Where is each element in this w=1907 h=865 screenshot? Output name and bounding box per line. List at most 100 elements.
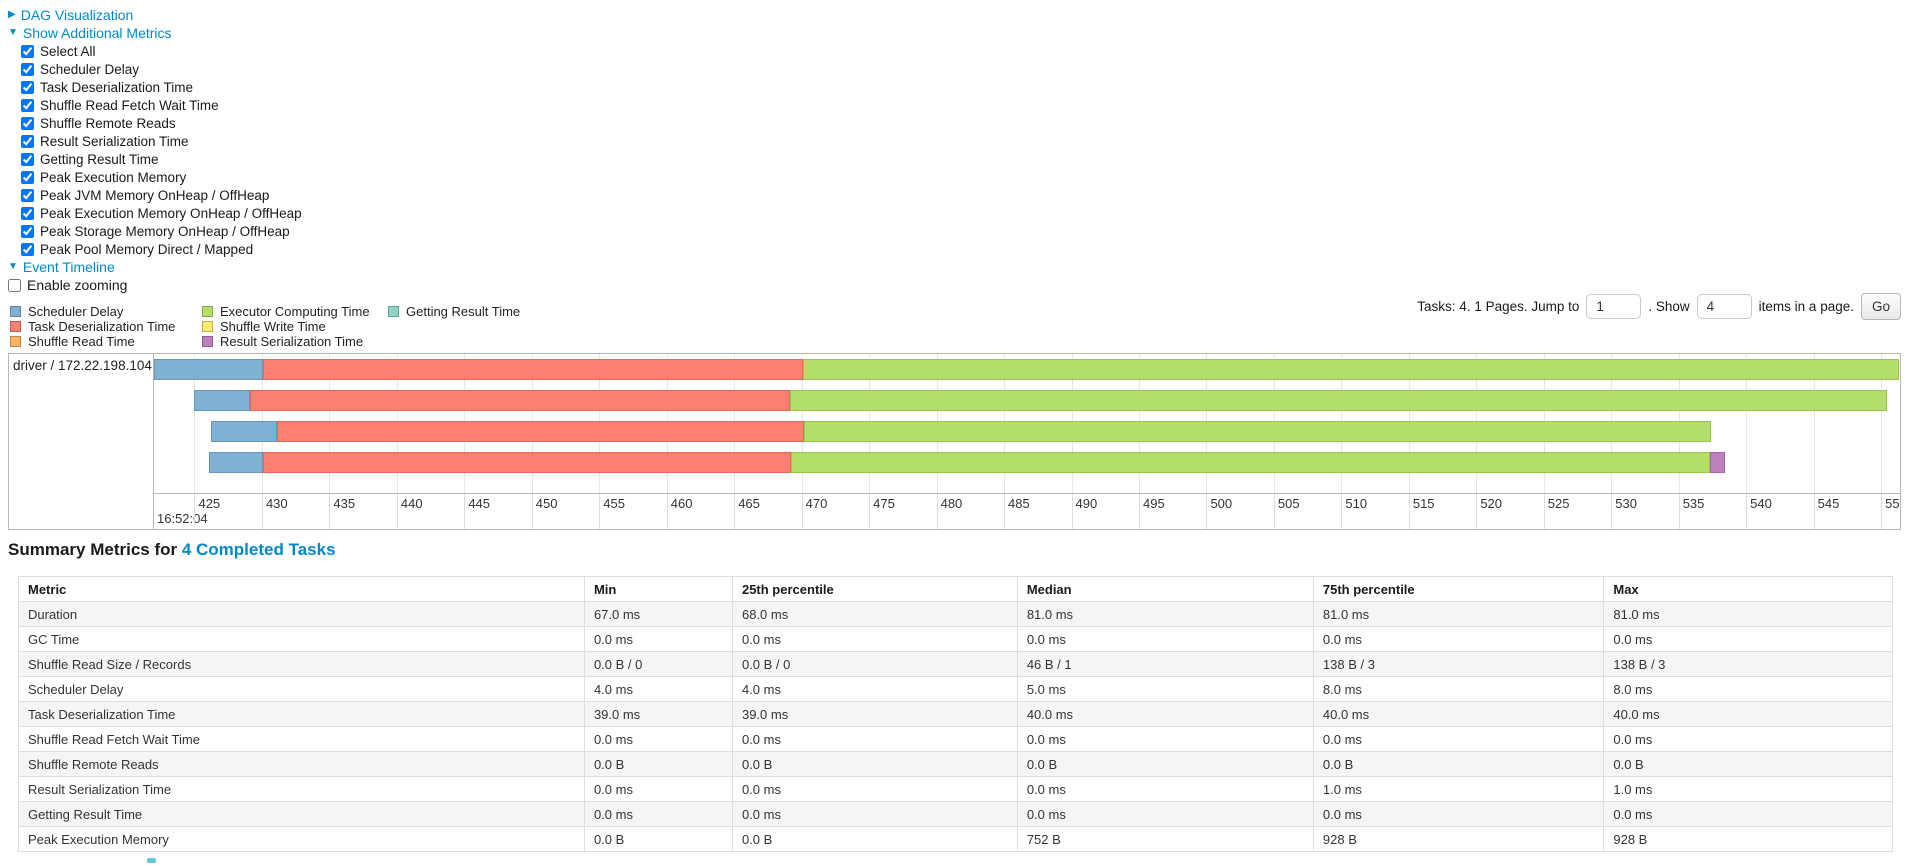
axis-tick-label: 525 bbox=[1547, 496, 1570, 511]
metric-checkbox-label: Select All bbox=[40, 43, 96, 59]
axis-tick-label: 485 bbox=[1008, 496, 1030, 511]
axis-tick-label: 465 bbox=[738, 496, 760, 511]
axis-tick-label: 425 bbox=[198, 496, 221, 511]
metric-value-cell: 0.0 ms bbox=[731, 626, 1018, 652]
timeline-bar-segment-task-deserialization[interactable] bbox=[276, 421, 805, 442]
metric-checkbox[interactable] bbox=[21, 98, 34, 112]
timeline-bar-segment-task-deserialization[interactable] bbox=[249, 390, 790, 411]
metric-value-cell: 0.0 ms bbox=[1312, 726, 1605, 752]
show-additional-metrics-toggle[interactable]: ▼ Show Additional Metrics bbox=[8, 24, 1907, 42]
timeline-bar-segment-scheduler-delay[interactable] bbox=[194, 390, 250, 411]
metric-value-cell: 0.0 ms bbox=[731, 776, 1018, 802]
metric-checkbox-label: Peak Storage Memory OnHeap / OffHeap bbox=[40, 223, 290, 239]
metric-value-cell: 68.0 ms bbox=[731, 601, 1018, 627]
metric-checkbox[interactable] bbox=[21, 44, 34, 58]
metric-value-cell: 138 B / 3 bbox=[1603, 651, 1893, 677]
metric-checkbox[interactable] bbox=[21, 134, 34, 148]
timeline-bar-segment-executor-computing[interactable] bbox=[790, 452, 1710, 473]
metric-checkbox-row: Select All bbox=[21, 42, 1907, 60]
go-button[interactable]: Go bbox=[1860, 293, 1901, 320]
metric-value-cell: 0.0 ms bbox=[1603, 726, 1893, 752]
column-header: 75th percentile bbox=[1312, 576, 1605, 602]
metrics-checkbox-list: Select All Scheduler Delay Task Deserializ… bbox=[21, 42, 1907, 258]
axis-gridline bbox=[1746, 494, 1748, 529]
event-timeline-toggle[interactable]: ▼ Event Timeline bbox=[8, 258, 1907, 276]
axis-tick-label: 450 bbox=[535, 496, 558, 511]
axis-gridline bbox=[801, 494, 803, 529]
legend-swatch-icon bbox=[388, 306, 399, 317]
tasks-count-text: Tasks: 4. 1 Pages. Jump to bbox=[1417, 299, 1580, 314]
metric-value-cell: 46 B / 1 bbox=[1016, 651, 1314, 677]
metric-name-cell: GC Time bbox=[18, 626, 585, 652]
table-row: Peak Execution Memory 0.0 B 0.0 B 752 B 928 … bbox=[18, 826, 1893, 852]
axis-gridline bbox=[194, 494, 196, 529]
metric-checkbox-row: Peak Execution Memory bbox=[21, 168, 1907, 186]
metric-value-cell: 0.0 ms bbox=[583, 801, 733, 827]
axis-tick-label: 455 bbox=[603, 496, 625, 511]
timeline-task-bar[interactable] bbox=[154, 452, 1900, 473]
metric-value-cell: 0.0 B bbox=[731, 826, 1018, 852]
jump-to-page-input[interactable] bbox=[1586, 294, 1642, 319]
metric-checkbox[interactable] bbox=[21, 206, 34, 220]
header-row: Metric Min 25th percentile Median 75th perce… bbox=[18, 576, 1893, 602]
axis-tick-label: 540 bbox=[1750, 496, 1772, 511]
items-per-page-input[interactable] bbox=[1696, 294, 1752, 319]
metric-value-cell: 1.0 ms bbox=[1312, 776, 1605, 802]
legend-label: Task Deserialization Time bbox=[28, 319, 176, 334]
legend-item: Getting Result Time bbox=[388, 304, 520, 319]
metric-checkbox[interactable] bbox=[21, 224, 34, 238]
metric-value-cell: 0.0 ms bbox=[1016, 726, 1314, 752]
axis-gridline bbox=[1881, 494, 1883, 529]
timeline-bar-segment-executor-computing[interactable] bbox=[789, 390, 1887, 411]
axis-gridline bbox=[1273, 494, 1275, 529]
axis-tick-label: 515 bbox=[1412, 496, 1435, 511]
metric-checkbox[interactable] bbox=[21, 80, 34, 94]
metric-checkbox-label: Getting Result Time bbox=[40, 151, 159, 167]
dag-visualization-toggle[interactable]: ▶ DAG Visualization bbox=[8, 6, 1907, 24]
axis-gridline bbox=[1678, 494, 1680, 529]
column-header: Min bbox=[583, 576, 733, 602]
metric-name-cell: Task Deserialization Time bbox=[18, 701, 585, 727]
metric-checkbox-label: Scheduler Delay bbox=[40, 61, 140, 77]
event-timeline-label: Event Timeline bbox=[22, 259, 115, 275]
legend-item: Result Serialization Time bbox=[202, 334, 388, 349]
timeline-bar-segment-scheduler-delay[interactable] bbox=[210, 421, 277, 442]
gridline bbox=[1813, 354, 1815, 494]
metric-checkbox[interactable] bbox=[21, 242, 34, 256]
timeline-bar-segment-executor-computing[interactable] bbox=[804, 421, 1712, 442]
metric-value-cell: 138 B / 3 bbox=[1312, 651, 1605, 677]
table-row: Shuffle Remote Reads 0.0 B 0.0 B 0.0 B 0.0 B… bbox=[18, 751, 1893, 777]
metric-value-cell: 81.0 ms bbox=[1312, 601, 1605, 627]
metric-value-cell: 81.0 ms bbox=[1603, 601, 1893, 627]
metric-checkbox-label: Shuffle Read Fetch Wait Time bbox=[40, 97, 219, 113]
metric-name-cell: Peak Execution Memory bbox=[18, 826, 585, 852]
metric-value-cell: 0.0 ms bbox=[1603, 626, 1893, 652]
metric-value-cell: 0.0 ms bbox=[583, 726, 733, 752]
timeline-task-bar[interactable] bbox=[154, 359, 1900, 380]
metric-value-cell: 0.0 B bbox=[1016, 751, 1314, 777]
metric-checkbox-row: Getting Result Time bbox=[21, 150, 1907, 168]
metric-checkbox[interactable] bbox=[21, 152, 34, 166]
enable-zooming-label: Enable zooming bbox=[27, 277, 128, 293]
axis-tick-label: 500 bbox=[1210, 496, 1233, 511]
metric-checkbox[interactable] bbox=[21, 116, 34, 130]
metric-checkbox[interactable] bbox=[21, 188, 34, 202]
metric-value-cell: 928 B bbox=[1312, 826, 1605, 852]
legend-swatch-icon bbox=[202, 321, 213, 332]
timeline-bar-segment-scheduler-delay[interactable] bbox=[154, 359, 264, 380]
completed-tasks-link[interactable]: 4 Completed Tasks bbox=[181, 540, 336, 559]
timeline-bar-segment-result-serialization[interactable] bbox=[1709, 452, 1725, 473]
timeline-bar-segment-executor-computing[interactable] bbox=[803, 359, 1899, 380]
metric-name-cell: Getting Result Time bbox=[18, 801, 585, 827]
expanded-arrow-icon: ▼ bbox=[8, 261, 18, 272]
timeline-task-bar[interactable] bbox=[154, 390, 1900, 411]
metric-checkbox[interactable] bbox=[21, 170, 34, 184]
timeline-task-bar[interactable] bbox=[154, 421, 1900, 442]
timeline-bar-segment-scheduler-delay[interactable] bbox=[209, 452, 264, 473]
axis-gridline bbox=[734, 494, 736, 529]
metric-checkbox[interactable] bbox=[21, 62, 34, 76]
timeline-bar-segment-task-deserialization[interactable] bbox=[263, 452, 791, 473]
timeline-bar-segment-task-deserialization[interactable] bbox=[263, 359, 803, 380]
enable-zooming-checkbox[interactable] bbox=[8, 278, 21, 292]
